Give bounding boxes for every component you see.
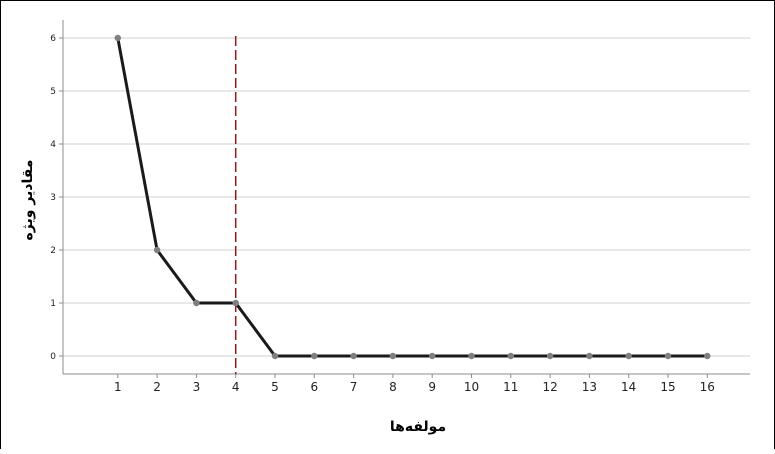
series-line	[116, 37, 708, 358]
data-point	[232, 299, 239, 307]
data-point	[389, 352, 397, 360]
x-axis-label: مولفه‌ها	[390, 419, 446, 435]
y-tick-label: 0	[50, 352, 56, 362]
x-tick-label: 3	[193, 380, 201, 394]
y-tick-label: 6	[50, 34, 56, 44]
x-tick-label: 7	[350, 380, 358, 394]
x-tick-label: 13	[582, 380, 597, 394]
data-point	[429, 352, 436, 360]
x-tick-label: 11	[503, 380, 518, 394]
data-point	[114, 34, 122, 42]
data-point	[271, 352, 279, 360]
data-point	[625, 352, 632, 360]
x-tick-label: 14	[621, 380, 636, 394]
y-axis-label: مقادیر ویژه	[20, 160, 36, 241]
data-point	[468, 352, 475, 360]
x-tick-label: 10	[464, 380, 479, 394]
data-point	[153, 246, 161, 254]
data-point	[311, 352, 318, 360]
y-tick-label: 1	[50, 299, 56, 309]
data-point	[193, 299, 200, 307]
data-point	[704, 352, 711, 360]
x-tick-label: 2	[153, 380, 161, 394]
x-tick-label: 15	[660, 380, 675, 394]
x-tick-label: 6	[310, 380, 318, 394]
y-tick-label: 4	[50, 140, 56, 150]
gridlines	[63, 37, 750, 357]
y-tick-label: 3	[50, 193, 56, 203]
data-point	[586, 352, 593, 360]
data-point	[664, 352, 672, 360]
x-tick-label: 16	[700, 380, 715, 394]
series-eigenvalues	[114, 34, 711, 360]
data-point	[350, 352, 357, 360]
x-tick-label: 4	[232, 380, 240, 394]
axes	[59, 20, 750, 378]
x-tick-label: 12	[542, 380, 557, 394]
x-tick-label: 5	[271, 380, 279, 394]
y-tick-label: 2	[50, 246, 56, 256]
y-tick-label: 5	[50, 87, 56, 97]
data-point	[507, 352, 514, 360]
data-point	[546, 352, 554, 360]
x-tick-label: 8	[389, 380, 397, 394]
x-tick-label: 9	[428, 380, 436, 394]
x-tick-label: 1	[114, 380, 122, 394]
